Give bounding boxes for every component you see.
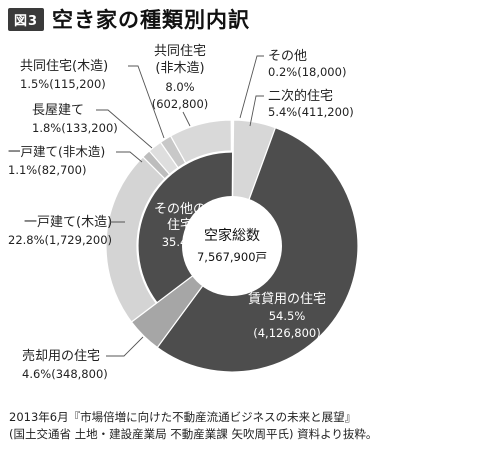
label-ikko-mokuzo-name: 一戸建て(木造) xyxy=(24,215,112,230)
label-nijiteki-value: 5.4%(411,200) xyxy=(268,105,354,119)
label-ikko-mokuzo-value: 22.8%(1,729,200) xyxy=(8,233,112,247)
label-kyodo-himokuzo-name: 共同住宅 xyxy=(154,44,206,59)
source-line-2: (国土交通省 土地・建設産業局 不動産業課 矢吹周平氏) 資料より抜粋。 xyxy=(9,427,378,441)
inner-label-line2: 住宅 xyxy=(167,218,193,233)
label-ikko-himokuzo-name: 一戸建て(非木造) xyxy=(8,144,105,159)
leader-ikko-himokuzo xyxy=(116,151,143,163)
label-nagaya-name: 長屋建て xyxy=(32,103,84,118)
leader-nijiteki xyxy=(249,95,264,127)
center-hole xyxy=(182,196,282,296)
leader-baikyaku xyxy=(106,336,144,357)
label-sonota-value: 0.2%(18,000) xyxy=(268,65,346,79)
figure-header: 図3 空き家の種類別内訳 xyxy=(8,6,250,32)
source-note: 2013年6月『市場倍増に向けた不動産流通ビジネスの未来と展望』 (国土交通省 … xyxy=(9,409,377,443)
pie-slice-sonota_jutaku xyxy=(137,151,234,304)
figure-title: 空き家の種類別内訳 xyxy=(52,8,251,32)
chintai-count-label: (4,126,800) xyxy=(253,326,321,340)
label-kyodo-himokuzo-name2: (非木造) xyxy=(155,61,204,76)
label-ikko-himokuzo-value: 1.1%(82,700) xyxy=(8,163,86,177)
inner-label-value: 35.4% xyxy=(162,235,199,249)
chintai-name-label: 賃貸用の住宅 xyxy=(248,291,326,307)
label-baikyaku-value: 4.6%(348,800) xyxy=(22,367,108,381)
pie-subslice-kyodo_himokuzo xyxy=(169,119,233,164)
label-sonota-name: その他 xyxy=(268,49,307,64)
inner-label-line1: その他の xyxy=(154,202,206,217)
label-nijiteki-name: 二次的住宅 xyxy=(268,88,333,104)
chintai-percent-label: 54.5% xyxy=(269,309,306,323)
center-total-label: 7,567,900戸 xyxy=(197,250,267,264)
label-nagaya-value: 1.8%(133,200) xyxy=(32,121,118,135)
source-line-1: 2013年6月『市場倍増に向けた不動産流通ビジネスの未来と展望』 xyxy=(9,410,357,424)
label-kyodo-mokuzo-value: 1.5%(115,200) xyxy=(20,77,106,91)
label-kyodo-himokuzo-count: (602,800) xyxy=(152,97,209,111)
label-baikyaku-name: 売却用の住宅 xyxy=(22,348,100,364)
center-title-label: 空家総数 xyxy=(204,227,260,244)
label-kyodo-himokuzo-percent: 8.0% xyxy=(165,80,194,94)
leader-kyodo-mokuzo xyxy=(128,65,165,139)
leader-sonota xyxy=(239,55,264,119)
leader-kyodo-himokuzo xyxy=(182,111,191,127)
label-kyodo-mokuzo-name: 共同住宅(木造) xyxy=(20,59,108,74)
figure-number-badge: 図3 xyxy=(8,7,45,31)
leader-nagaya xyxy=(96,109,153,149)
